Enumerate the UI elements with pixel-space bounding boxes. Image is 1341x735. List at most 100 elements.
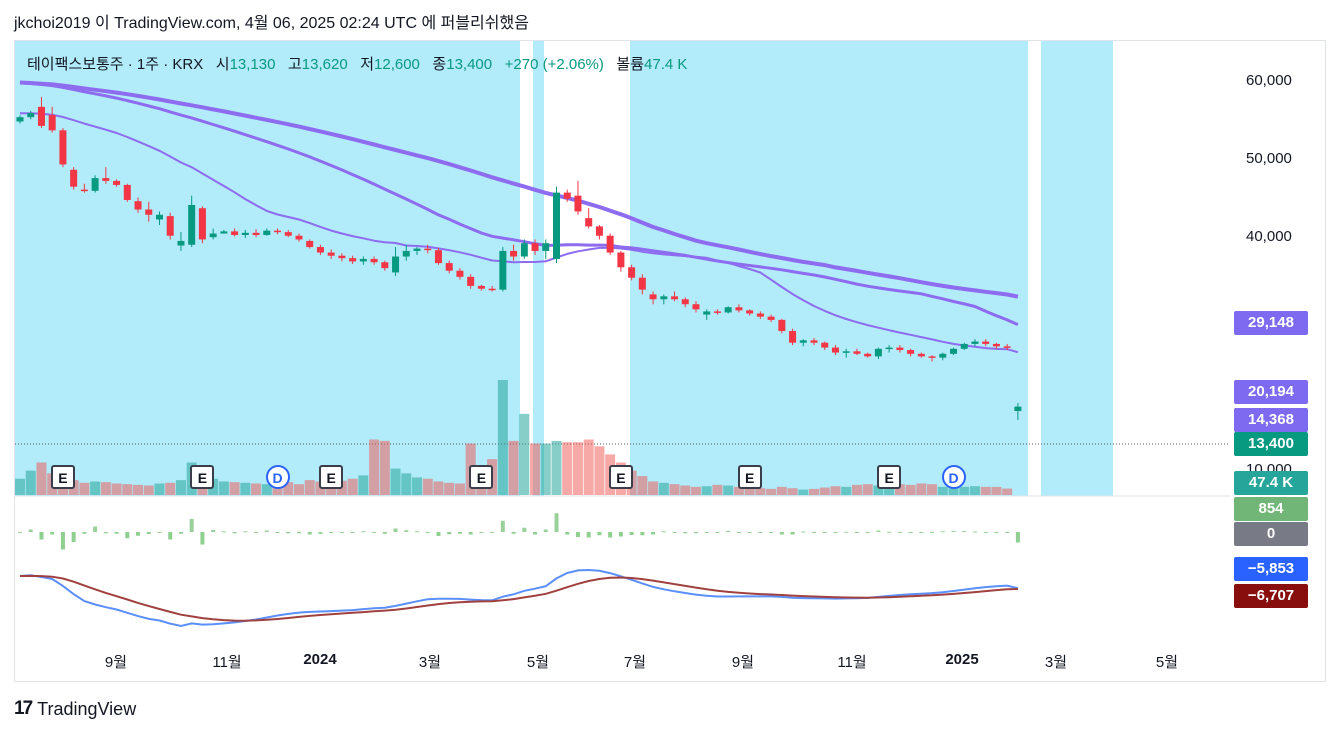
volume-bar-70 <box>766 488 777 495</box>
candle-73 <box>799 339 807 347</box>
histogram-bar-44 <box>490 532 495 533</box>
candle-90 <box>982 339 990 347</box>
x-label-8: 2025 <box>945 651 979 668</box>
earnings-marker-4[interactable]: E <box>469 465 494 489</box>
candle-32 <box>359 256 367 265</box>
candle-7 <box>91 175 99 193</box>
candle-56 <box>617 250 625 272</box>
macd-lines <box>19 568 1019 628</box>
histogram-bar-4 <box>60 532 65 550</box>
candle-53 <box>585 208 593 229</box>
histogram-bar-67 <box>736 532 741 533</box>
volume-bar-1 <box>25 470 36 495</box>
candle-14 <box>166 212 174 240</box>
candle-58 <box>638 274 646 295</box>
volume-bar-32 <box>358 475 369 495</box>
earnings-marker-1[interactable]: E <box>190 465 215 489</box>
volume-bar-59 <box>648 481 659 495</box>
volume-bar-78 <box>851 484 862 495</box>
candle-2 <box>37 96 45 129</box>
candle-81 <box>885 345 893 353</box>
candle-35 <box>392 247 400 276</box>
candle-40 <box>445 260 453 274</box>
histogram-bar-11 <box>136 532 141 536</box>
candle-46 <box>510 244 518 261</box>
candle-42 <box>467 274 475 289</box>
candle-11 <box>134 197 142 213</box>
histogram-bar-66 <box>726 530 731 532</box>
candle-74 <box>810 337 818 346</box>
dividend-marker-2[interactable]: D <box>265 465 290 489</box>
earnings-marker-7[interactable]: E <box>877 465 902 489</box>
histogram-bar-37 <box>415 531 420 533</box>
volume-bar-86 <box>937 486 948 495</box>
candle-28 <box>316 244 324 255</box>
earnings-marker-5[interactable]: E <box>608 465 633 489</box>
histogram-bar-7 <box>93 526 98 532</box>
candle-69 <box>756 311 764 319</box>
histogram-bar-83 <box>908 532 913 533</box>
candle-19 <box>220 229 228 234</box>
volume-bar-61 <box>669 484 680 495</box>
highlight-band-2 <box>630 41 1028 496</box>
histogram-bar-23 <box>264 530 269 532</box>
price-tag-ma-short: 14,368 <box>1234 408 1308 432</box>
histogram-bar-22 <box>254 532 259 533</box>
volume-bar-52 <box>572 442 583 495</box>
candle-72 <box>789 328 797 346</box>
candle-26 <box>295 233 303 242</box>
histogram-bar-76 <box>833 532 838 533</box>
volume-bar-8 <box>100 482 111 495</box>
candle-47 <box>520 239 528 259</box>
legend-high: 13,620 <box>301 56 348 73</box>
histogram-bar-65 <box>715 532 720 533</box>
candle-84 <box>917 352 925 358</box>
histogram-bar-38 <box>425 532 430 533</box>
histogram-bar-0 <box>18 532 22 533</box>
candle-16 <box>188 195 196 248</box>
price-tag-zero: 0 <box>1234 522 1308 546</box>
volume-bar-7 <box>90 481 101 495</box>
candle-12 <box>145 201 153 222</box>
histogram-bar-52 <box>575 532 580 537</box>
earnings-marker-6[interactable]: E <box>737 465 762 489</box>
tradingview-logo-icon: 17 <box>14 698 33 719</box>
candle-66 <box>724 306 732 314</box>
candle-63 <box>692 301 700 313</box>
candle-89 <box>971 339 979 347</box>
candle-65 <box>713 309 721 315</box>
legend-change: +270 (+2.06%) <box>504 56 604 73</box>
earnings-marker-0[interactable]: E <box>50 465 75 489</box>
earnings-marker-3[interactable]: E <box>319 465 344 489</box>
brand-text: TradingView <box>37 698 137 719</box>
histogram-bar-62 <box>683 532 688 534</box>
candle-43 <box>477 284 485 291</box>
volume-bar-9 <box>111 483 122 495</box>
candle-83 <box>907 348 915 357</box>
dividend-marker-8[interactable]: D <box>941 465 966 489</box>
histogram-bar-93 <box>1015 532 1020 543</box>
candle-50 <box>553 186 560 264</box>
volume-bar-64 <box>701 486 712 495</box>
candle-9 <box>113 179 121 187</box>
volume-bar-0 <box>15 478 25 495</box>
histogram-bar-59 <box>651 532 656 535</box>
histogram-bar-2 <box>39 532 44 540</box>
highlight-background <box>15 41 1230 497</box>
volume-bar-74 <box>809 488 820 495</box>
histogram-bar-36 <box>404 530 409 532</box>
histogram-bar-82 <box>897 532 902 533</box>
candle-34 <box>381 260 389 271</box>
volume-bar-68 <box>744 487 755 495</box>
volume-bar-47 <box>519 413 530 495</box>
candle-21 <box>241 229 249 238</box>
histogram-bar-26 <box>296 532 301 534</box>
volume-bar-36 <box>401 473 412 495</box>
candle-15 <box>177 232 185 251</box>
candle-25 <box>284 229 292 238</box>
volume-bar-50 <box>551 440 562 495</box>
histogram-bar-50 <box>554 513 559 532</box>
price-tag-ma-mid: 20,194 <box>1234 380 1308 404</box>
candle-24 <box>274 228 282 235</box>
